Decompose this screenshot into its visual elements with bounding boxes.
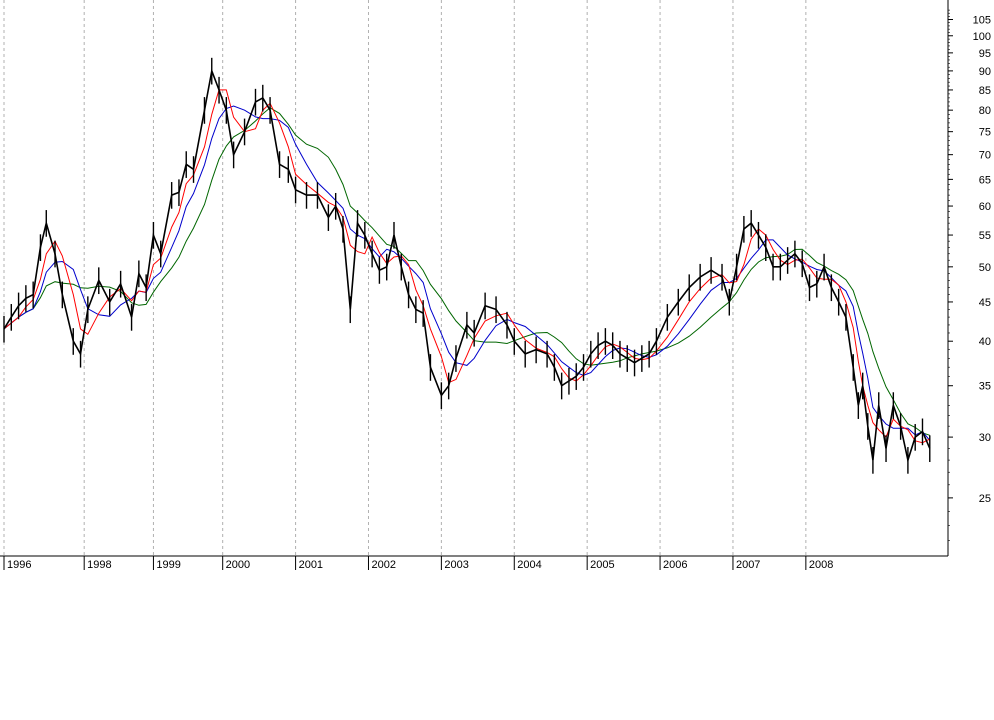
vertical-gridlines	[3, 0, 807, 556]
price-line	[3, 67, 931, 464]
x-tick-label: 2008	[809, 559, 833, 571]
x-axis-ticks: 1996 1998 1999 2000 2001 2002 2003 2004 2005 2006…	[3, 556, 833, 571]
x-tick-label: 1999	[156, 559, 180, 571]
y-tick-label: 70	[979, 150, 991, 162]
moving-average-line-3	[3, 107, 930, 436]
y-tick-label: 45	[979, 297, 991, 309]
x-tick-label: 2002	[371, 559, 395, 571]
y-tick-label: 80	[979, 105, 991, 117]
y-tick-label: 105	[973, 15, 991, 27]
x-tick-label: 2000	[226, 559, 250, 571]
moving-average-line-1	[3, 89, 931, 444]
x-tick-label: 2004	[517, 559, 541, 571]
y-tick-label: 40	[979, 336, 991, 348]
x-tick-label: 2006	[663, 559, 687, 571]
x-tick-label: 1998	[87, 559, 111, 571]
x-tick-label: 1996	[7, 559, 31, 571]
axes	[0, 0, 949, 557]
y-tick-label: 65	[979, 174, 991, 186]
y-tick-label: 30	[979, 432, 991, 444]
y-tick-label: 90	[979, 66, 991, 78]
x-tick-label: 2007	[736, 559, 760, 571]
y-tick-label: 95	[979, 48, 991, 60]
x-tick-label: 2003	[444, 559, 468, 571]
y-tick-label: 55	[979, 230, 991, 242]
y-tick-label: 100	[973, 31, 991, 43]
y-tick-label: 25	[979, 493, 991, 505]
x-tick-label: 2001	[299, 559, 323, 571]
y-tick-label: 50	[979, 262, 991, 274]
y-axis-ticks: 25 30 35 40 45 50 55 60 65 70 75 80 85 90 95 100 105	[948, 9, 991, 541]
series-layer	[3, 57, 931, 474]
x-tick-label: 2005	[590, 559, 614, 571]
moving-average-line-2	[3, 105, 931, 441]
y-tick-label: 75	[979, 127, 991, 139]
y-tick-label: 35	[979, 381, 991, 393]
y-tick-label: 60	[979, 201, 991, 213]
y-tick-label: 85	[979, 85, 991, 97]
